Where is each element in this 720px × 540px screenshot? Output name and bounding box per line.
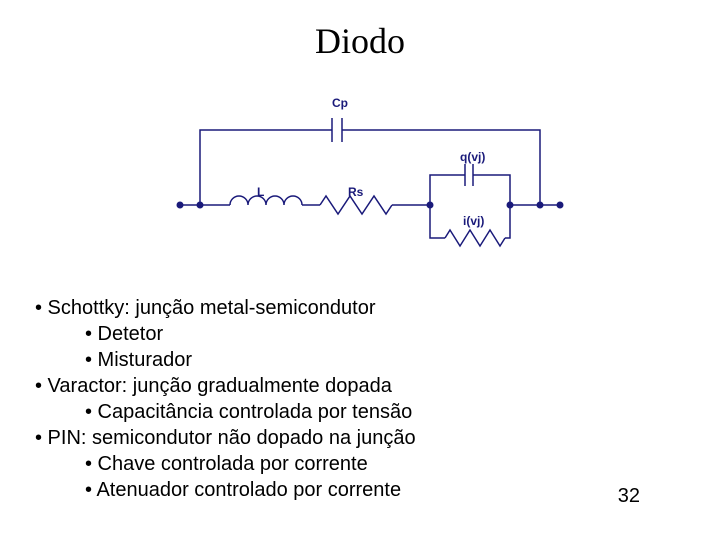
bullet-item: • Atenuador controlado por corrente — [85, 477, 416, 503]
bullet-item: • PIN: semicondutor não dopado na junção — [35, 425, 416, 451]
bullet-item: • Schottky: junção metal-semicondutor — [35, 295, 416, 321]
circuit-diagram: Cp q(vj) L Rs i(vj) — [170, 90, 570, 270]
page-title: Diodo — [0, 0, 720, 62]
bullet-item: • Capacitância controlada por tensão — [85, 399, 416, 425]
bullet-item: • Misturador — [85, 347, 416, 373]
bullet-item: • Varactor: junção gradualmente dopada — [35, 373, 416, 399]
bullet-item: • Detetor — [85, 321, 416, 347]
label-qvj: q(vj) — [460, 150, 485, 164]
bullet-list: • Schottky: junção metal-semicondutor• D… — [35, 295, 416, 503]
label-cp: Cp — [332, 96, 348, 110]
bullet-item: • Chave controlada por corrente — [85, 451, 416, 477]
page-number: 32 — [618, 485, 640, 508]
label-ivj: i(vj) — [463, 214, 484, 228]
label-l: L — [257, 185, 264, 199]
label-rs: Rs — [348, 185, 363, 199]
